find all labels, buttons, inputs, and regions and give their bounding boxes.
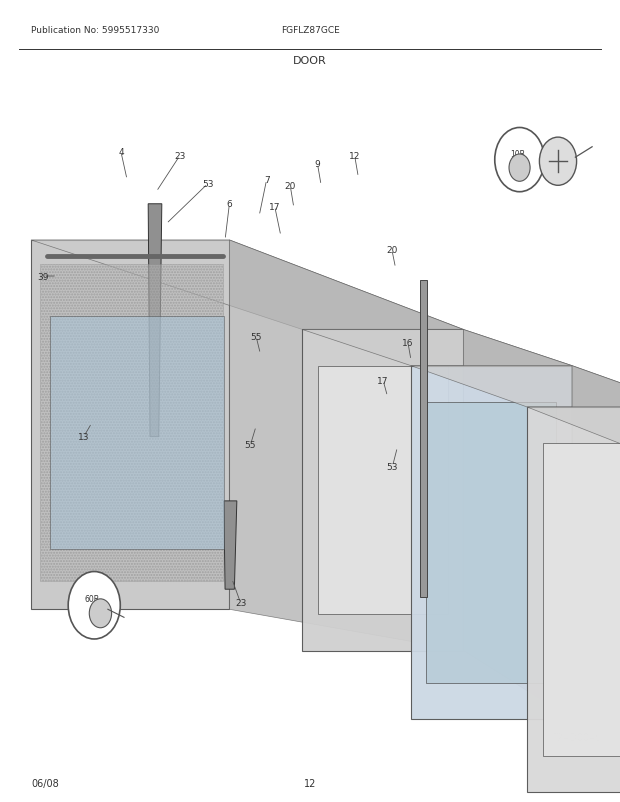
Text: 06/08: 06/08 <box>31 778 59 788</box>
Polygon shape <box>50 317 224 549</box>
Polygon shape <box>31 241 229 610</box>
Polygon shape <box>317 366 448 614</box>
Text: 9: 9 <box>314 160 321 169</box>
Polygon shape <box>303 330 572 366</box>
Text: 23: 23 <box>235 598 246 608</box>
Text: 6: 6 <box>226 200 232 209</box>
Text: 13: 13 <box>78 432 89 442</box>
Text: 10B: 10B <box>510 149 525 159</box>
Polygon shape <box>40 265 223 581</box>
Text: T24D0049: T24D0049 <box>551 732 601 742</box>
Text: 12: 12 <box>304 778 316 788</box>
Polygon shape <box>542 444 620 756</box>
Text: 4: 4 <box>118 148 124 157</box>
Text: 20: 20 <box>285 181 296 191</box>
Circle shape <box>509 155 530 182</box>
Circle shape <box>539 138 577 186</box>
Circle shape <box>68 572 120 639</box>
Text: 17: 17 <box>378 376 389 386</box>
Polygon shape <box>31 241 464 330</box>
Text: 55: 55 <box>245 440 256 450</box>
Polygon shape <box>427 402 557 683</box>
Text: 17: 17 <box>269 202 280 212</box>
Text: 55: 55 <box>250 332 262 342</box>
Text: 23: 23 <box>174 152 185 161</box>
Polygon shape <box>572 366 620 792</box>
Polygon shape <box>527 407 620 792</box>
Text: 20: 20 <box>386 245 397 255</box>
Polygon shape <box>229 241 464 651</box>
Circle shape <box>495 128 544 192</box>
Polygon shape <box>411 366 620 407</box>
Polygon shape <box>224 501 237 589</box>
Text: DOOR: DOOR <box>293 56 327 66</box>
Text: 12: 12 <box>349 152 360 161</box>
Polygon shape <box>411 366 572 719</box>
Text: 39: 39 <box>38 272 49 282</box>
Polygon shape <box>527 407 620 459</box>
Text: Publication No: 5995517330: Publication No: 5995517330 <box>31 26 159 34</box>
Text: 60B: 60B <box>85 594 100 604</box>
Text: 7: 7 <box>264 176 270 185</box>
Polygon shape <box>303 330 464 651</box>
Text: FGFLZ87GCE: FGFLZ87GCE <box>281 26 339 34</box>
Text: 53: 53 <box>202 180 213 189</box>
Polygon shape <box>420 281 427 597</box>
Polygon shape <box>148 205 162 437</box>
Polygon shape <box>464 330 572 719</box>
Text: 53: 53 <box>387 462 398 472</box>
Text: 16: 16 <box>402 338 414 348</box>
Circle shape <box>89 599 112 628</box>
